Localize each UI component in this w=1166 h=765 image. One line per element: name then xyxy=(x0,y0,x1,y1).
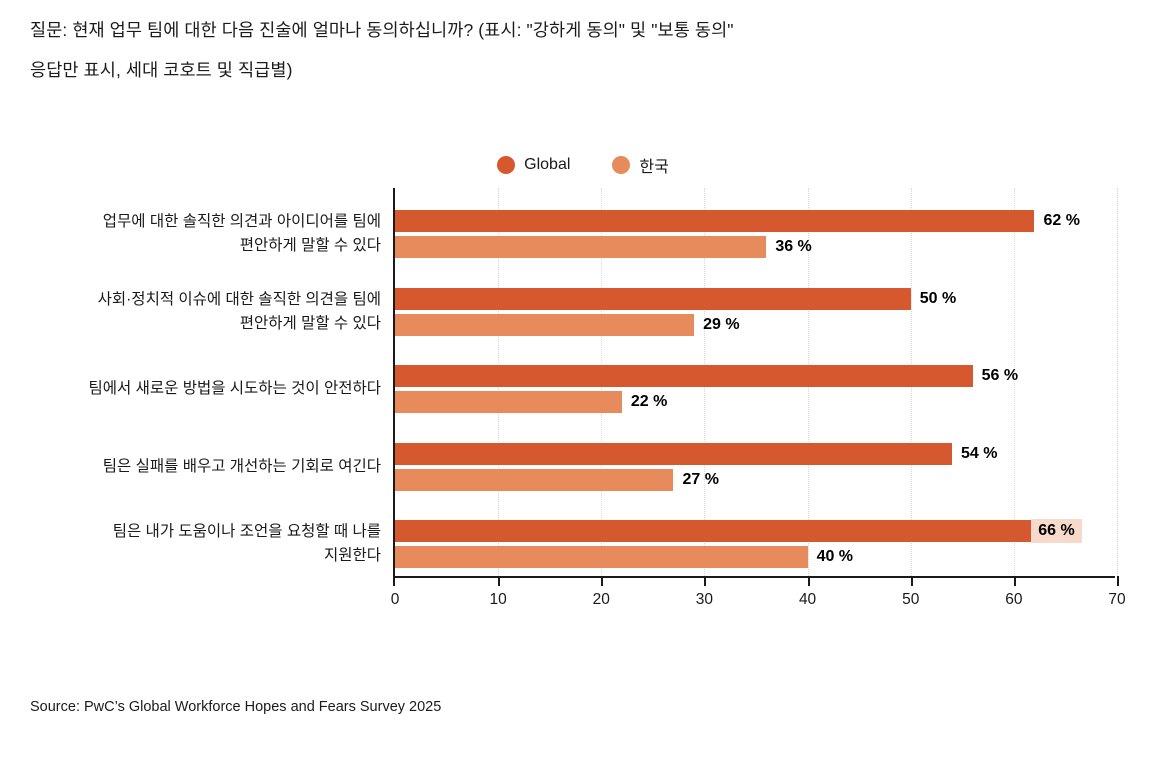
x-axis-tick-label-60: 60 xyxy=(1005,591,1023,608)
value-label-korea-1: 29 % xyxy=(703,315,740,333)
bar-korea-2 xyxy=(395,391,622,413)
bar-korea-3 xyxy=(395,468,674,491)
x-axis-tick-30 xyxy=(704,576,707,586)
value-label-korea-3: 27 % xyxy=(682,470,719,488)
chart-title-line2: 응답만 표시, 세대 코호트 및 직급별) xyxy=(30,60,293,80)
x-axis-tick-60 xyxy=(1013,576,1016,586)
bar-chart: 업무에 대한 솔직한 의견과 아이디어를 팀에 편안하게 말할 수 있다 사회·정치… xyxy=(0,188,1166,618)
legend: Global 한국 xyxy=(0,153,1166,177)
x-axis-tick-40 xyxy=(807,576,810,586)
bar-global-0 xyxy=(395,210,1035,232)
legend-dot-icon xyxy=(497,156,516,174)
x-axis-tick-70 xyxy=(1117,576,1119,586)
bar-global-2 xyxy=(395,365,973,387)
source-note: Source: PwC’s Global Workforce Hopes and… xyxy=(30,699,442,715)
category-label-line: 팀은 실패를 배우고 개선하는 기회로 여긴다 xyxy=(102,457,381,475)
category-label-3: 팀은 실패를 배우고 개선하는 기회로 여긴다 xyxy=(25,455,381,479)
legend-item-1: 한국 xyxy=(612,153,669,177)
bar-korea-0 xyxy=(395,236,767,258)
x-axis-tick-0 xyxy=(393,576,395,586)
bar-global-1 xyxy=(395,287,911,310)
legend-dot-icon xyxy=(612,156,631,174)
value-label-global-1: 50 % xyxy=(919,289,957,307)
x-axis-tick-label-50: 50 xyxy=(902,591,920,608)
category-label-line: 업무에 대한 솔직한 의견과 아이디어를 팀에 xyxy=(102,213,381,230)
value-label-global-4: 66 % xyxy=(1031,519,1082,543)
value-label-korea-0: 36 % xyxy=(775,238,812,255)
category-label-line: 사회·정치적 이슈에 대한 솔직한 의견을 팀에 xyxy=(97,290,381,308)
category-labels: 업무에 대한 솔직한 의견과 아이디어를 팀에 편안하게 말할 수 있다 사회·정치… xyxy=(25,188,381,578)
x-axis-tick-label-0: 0 xyxy=(390,591,400,608)
x-axis-tick-50 xyxy=(910,576,913,586)
legend-item-0: Global xyxy=(497,156,570,174)
x-axis-tick-label-70: 70 xyxy=(1108,591,1126,608)
value-label-korea-4: 40 % xyxy=(816,548,854,565)
category-label-line: 지원한다 xyxy=(323,547,381,564)
x-axis-tick-label-20: 20 xyxy=(592,591,610,608)
legend-label: Global xyxy=(524,156,571,173)
category-label-line: 팀은 내가 도움이나 조언을 요청할 때 나를 xyxy=(112,523,381,540)
category-label-line: 편안하게 말할 수 있다 xyxy=(239,314,381,332)
bar-korea-4 xyxy=(395,546,808,568)
chart-title-line1: 질문: 현재 업무 팀에 대한 다음 진술에 얼마나 동의하십니까? (표시: … xyxy=(30,20,734,40)
x-axis-tick-20 xyxy=(601,576,604,586)
chart-title: 질문: 현재 업무 팀에 대한 다음 진술에 얼마나 동의하십니까? (표시: … xyxy=(30,10,734,90)
bar-global-3 xyxy=(395,442,952,465)
bar-global-4 xyxy=(395,520,1076,542)
category-label-2: 팀에서 새로운 방법을 시도하는 것이 안전하다 xyxy=(25,377,381,401)
bar-korea-1 xyxy=(395,313,695,336)
x-axis-tick-label-10: 10 xyxy=(489,591,507,608)
category-label-line: 팀에서 새로운 방법을 시도하는 것이 안전하다 xyxy=(88,380,381,397)
x-axis-tick-label-30: 30 xyxy=(695,591,714,608)
value-label-korea-2: 22 % xyxy=(630,393,668,410)
value-label-global-0: 62 % xyxy=(1043,212,1080,229)
plot-area: 0 10 20 30 40 50 60 70 62 % 36 % 50 % 29 % 56 % 22 % 5… xyxy=(391,188,1126,608)
gridline-60 xyxy=(1013,188,1015,576)
category-label-line: 편안하게 말할 수 있다 xyxy=(239,237,381,254)
value-label-global-2: 56 % xyxy=(981,367,1019,384)
x-axis-tick-10 xyxy=(498,576,501,586)
value-label-global-3: 54 % xyxy=(960,444,998,462)
x-axis-tick-label-40: 40 xyxy=(798,591,817,608)
gridline-70 xyxy=(1117,188,1118,576)
legend-label: 한국 xyxy=(639,159,669,176)
